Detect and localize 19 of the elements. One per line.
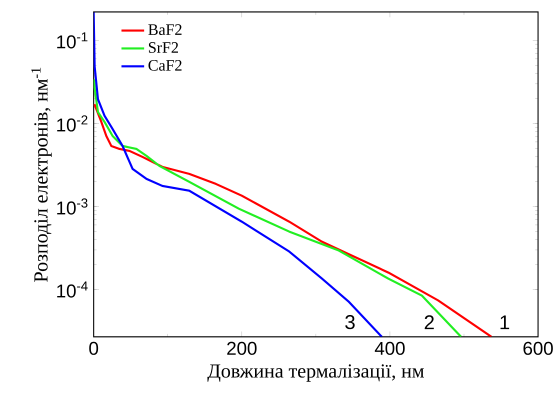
annotation: 1 xyxy=(500,316,510,330)
y-tick-label: 10$^{-2}$ xyxy=(57,116,88,132)
x-tick-label: 0 xyxy=(89,342,98,356)
line-series xyxy=(94,12,383,338)
legend-label: SrF2 xyxy=(148,42,178,54)
y-tick-label: 10$^{-4}$ xyxy=(57,282,88,298)
x-tick-label: 600 xyxy=(523,342,553,356)
x-axis-title: Довжина термалізації, нм xyxy=(207,364,424,382)
x-tick-label: 200 xyxy=(227,342,257,356)
annotation: 2 xyxy=(424,315,434,330)
y-tick-label: 10$^{-3}$ xyxy=(57,198,88,215)
legend-label: BaF2 xyxy=(148,24,182,36)
line-series xyxy=(94,78,462,338)
y-tick-label: 10$^{-1}$ xyxy=(57,32,88,49)
y-axis-title: Розподіл електронів, нм$^{-1}$ xyxy=(31,68,52,282)
legend-label: CaF2 xyxy=(148,60,182,71)
annotation: 3 xyxy=(345,315,355,330)
x-tick-label: 400 xyxy=(374,342,405,356)
line-series xyxy=(94,103,492,338)
